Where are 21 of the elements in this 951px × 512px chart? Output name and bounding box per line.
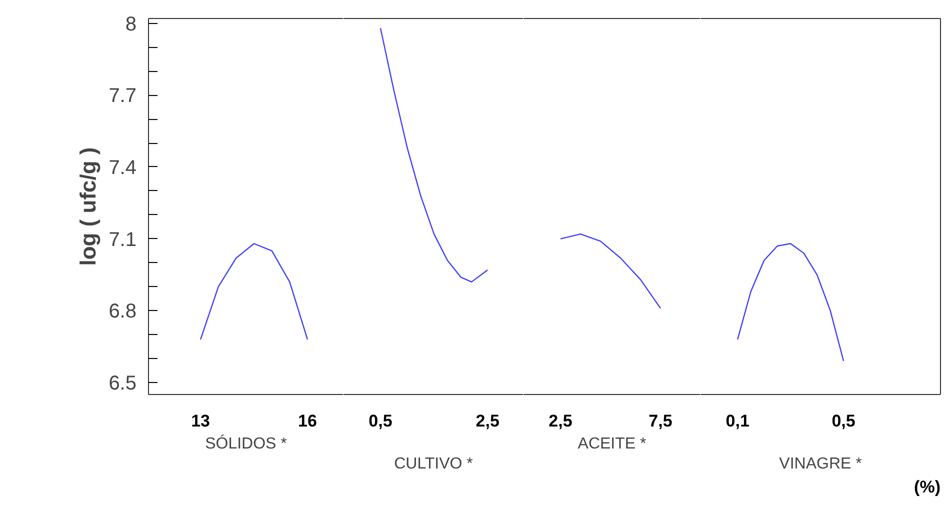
y-axis-title: log ( ufc/g ) — [76, 147, 101, 266]
y-tick-label: 8 — [125, 13, 136, 36]
x-tick-label: 7,5 — [648, 412, 672, 430]
line-series — [200, 243, 308, 340]
y-tick-label: 6.8 — [108, 300, 137, 323]
x-tick-label: 16 — [298, 412, 317, 430]
x-axis-title: CULTIVO * — [394, 456, 473, 472]
x-axis-title: ACEITE * — [578, 436, 646, 452]
x-tick-label: 2,5 — [476, 412, 500, 430]
x-tick-label: 0,5 — [368, 412, 392, 430]
x-tick-label: 0,5 — [832, 412, 856, 430]
x-tick-label: 0,1 — [726, 412, 750, 430]
y-tick-label: 7.7 — [108, 85, 137, 108]
y-tick-label: 7.4 — [108, 156, 137, 179]
y-tick-label: 7.1 — [108, 228, 137, 251]
x-axis-title: SÓLIDOS * — [205, 434, 287, 452]
x-tick-label: 2,5 — [548, 412, 572, 430]
text: (%) — [914, 478, 941, 496]
x-tick-label: 13 — [191, 412, 210, 430]
y-tick-label: 6.5 — [108, 372, 137, 395]
x-axis-title: VINAGRE * — [779, 456, 862, 472]
